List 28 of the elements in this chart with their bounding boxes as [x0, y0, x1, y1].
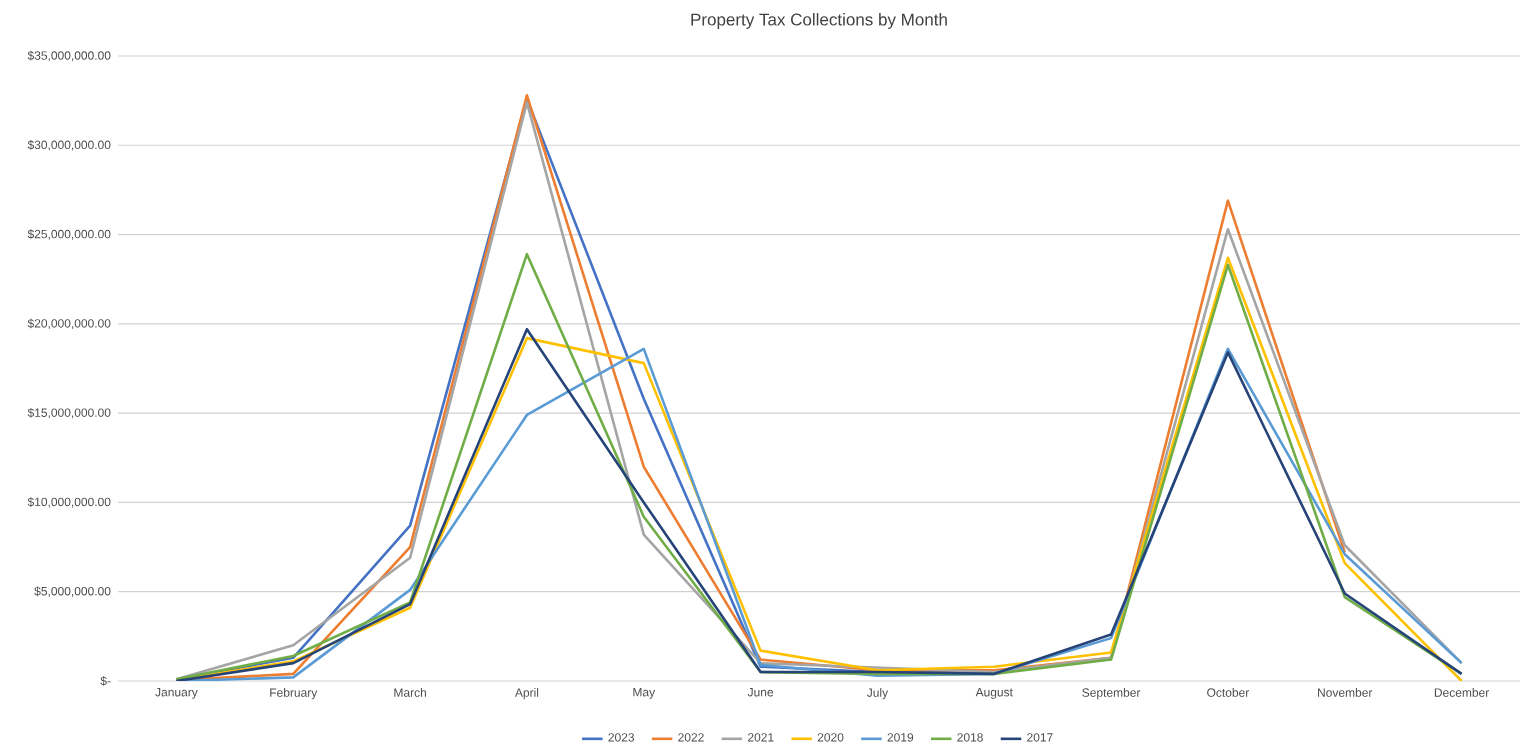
x-tick-label: February: [270, 688, 318, 700]
x-tick-label: August: [975, 688, 1013, 700]
x-tick-label: January: [155, 688, 198, 700]
legend-label: 2018: [957, 733, 983, 742]
legend-label: 2023: [608, 733, 635, 742]
x-tick-label: April: [514, 688, 539, 700]
x-tick-label: March: [394, 688, 426, 698]
x-tick-label: December: [1434, 688, 1490, 698]
legend-label: 2019: [887, 733, 914, 742]
x-tick-label: June: [747, 688, 774, 697]
chart-title: Property Tax Collections by Month: [691, 13, 947, 30]
legend-label: 2020: [817, 733, 844, 742]
x-tick-label: October: [1207, 688, 1250, 698]
y-tick-label: $20,000,000.00: [27, 318, 111, 330]
y-tick-label: $-: [100, 676, 111, 687]
y-tick-label: $5,000,000.00: [34, 586, 111, 598]
x-tick-label: May: [633, 688, 656, 700]
x-tick-label: September: [1082, 688, 1141, 700]
x-tick-label: July: [866, 688, 889, 700]
y-tick-label: $35,000,000.00: [27, 50, 111, 62]
y-tick-label: $15,000,000.00: [27, 408, 111, 419]
y-tick-label: $25,000,000.00: [27, 229, 111, 241]
y-tick-label: $30,000,000.00: [27, 140, 111, 151]
y-tick-label: $10,000,000.00: [27, 497, 111, 508]
legend-label: 2017: [1027, 733, 1053, 742]
legend-label: 2022: [678, 733, 704, 742]
x-tick-label: November: [1318, 688, 1373, 698]
legend-label: 2021: [748, 733, 774, 742]
